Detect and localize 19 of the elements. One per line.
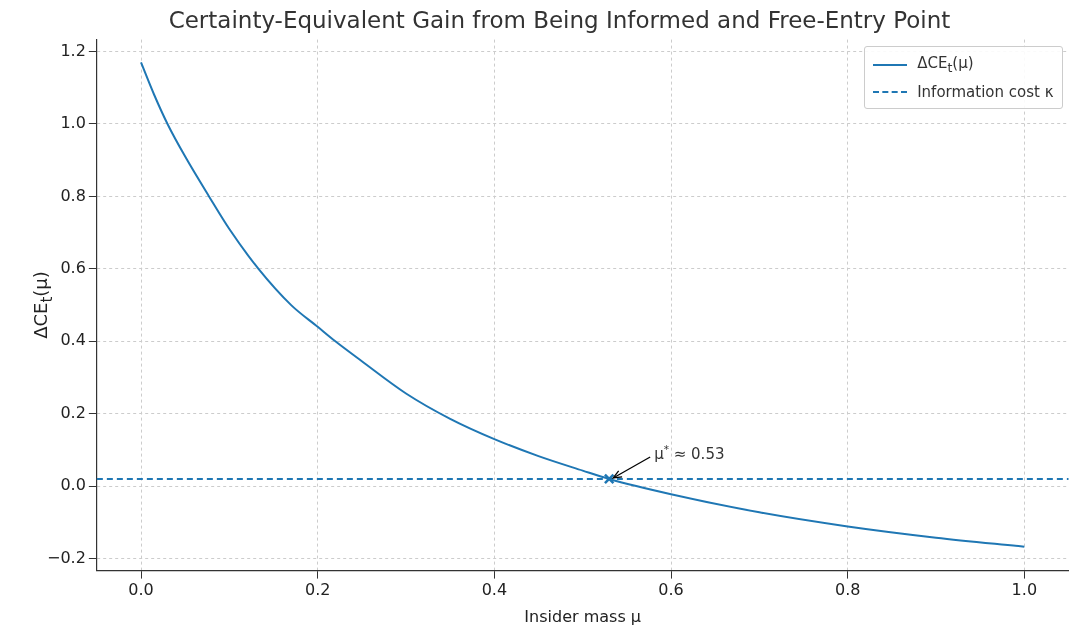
y-tick-label: 1.2 [60, 40, 86, 60]
x-tick-label: 0.8 [834, 580, 861, 600]
y-tick-label: 0.0 [60, 475, 86, 495]
legend-label: ΔCE$_{t}$(μ) [917, 52, 974, 77]
x-tick-label: 0.2 [304, 580, 331, 600]
legend-label: Information cost κ [917, 81, 1054, 103]
annotation: μ* ≈ 0.53 [654, 442, 725, 463]
x-tick-label: 1.0 [1011, 580, 1038, 600]
y-tick-label: 0.2 [60, 402, 86, 422]
x-tick-label: 0.0 [128, 580, 154, 600]
y-tick-label: 0.8 [60, 185, 86, 205]
x-tick-label: 0.6 [658, 580, 684, 600]
x-axis-title: Insider mass μ [524, 606, 641, 626]
y-tick-label: 1.0 [60, 113, 86, 133]
x-tick-label: 0.4 [481, 580, 508, 600]
chart-title: Certainty-Equivalent Gain from Being Informed and Free-Entry Point [168, 6, 951, 33]
y-tick-label: 0.4 [60, 330, 86, 350]
y-tick-label: −0.2 [46, 547, 86, 567]
y-tick-label: 0.6 [60, 258, 86, 278]
